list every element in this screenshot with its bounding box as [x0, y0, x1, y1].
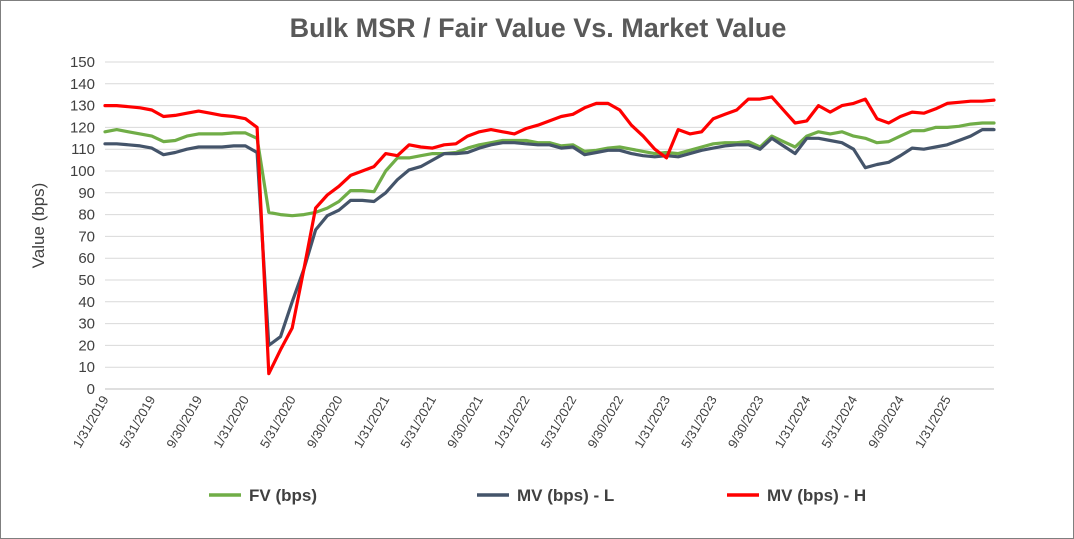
- x-tick-label: 1/31/2020: [210, 393, 252, 451]
- y-tick-label: 150: [70, 54, 95, 71]
- x-tick-label: 5/31/2021: [397, 393, 439, 451]
- x-tick-label: 1/31/2019: [70, 393, 112, 451]
- y-tick-label: 0: [87, 381, 95, 398]
- x-tick-label: 9/30/2023: [725, 393, 767, 451]
- y-tick-label: 90: [78, 185, 95, 202]
- y-tick-label: 140: [70, 76, 95, 93]
- y-axis-label: Value (bps): [29, 183, 48, 269]
- x-tick-label: 9/30/2024: [865, 393, 907, 451]
- y-tick-label: 60: [78, 250, 95, 267]
- legend-label-0: FV (bps): [249, 486, 317, 505]
- y-tick-label: 80: [78, 207, 95, 224]
- x-tick-label: 5/31/2024: [818, 393, 860, 451]
- y-tick-label: 20: [78, 337, 95, 354]
- x-tick-label: 1/31/2024: [772, 393, 814, 451]
- x-tick-label: 5/31/2023: [678, 393, 720, 451]
- y-tick-label: 110: [71, 141, 95, 158]
- y-tick-label: 130: [70, 98, 95, 115]
- x-tick-label: 5/31/2022: [538, 393, 580, 451]
- y-tick-label: 50: [78, 272, 95, 289]
- y-tick-label: 10: [78, 359, 95, 376]
- chart-title: Bulk MSR / Fair Value Vs. Market Value: [289, 13, 787, 43]
- x-tick-label: 1/31/2021: [350, 393, 392, 451]
- y-tick-label: 70: [78, 228, 95, 245]
- legend-label-1: MV (bps) - L: [517, 486, 614, 505]
- x-tick-label: 9/30/2021: [444, 393, 486, 451]
- x-tick-label: 5/31/2019: [116, 393, 158, 451]
- x-tick-label: 9/30/2020: [304, 393, 346, 451]
- x-tick-label: 1/31/2023: [631, 393, 673, 451]
- y-tick-label: 40: [78, 294, 95, 311]
- series-line-2: [103, 95, 996, 376]
- series-line-1: [103, 128, 996, 347]
- y-tick-label: 100: [70, 163, 95, 180]
- x-tick-label: 5/31/2020: [257, 393, 299, 451]
- y-tick-label: 30: [78, 316, 95, 333]
- x-tick-label: 1/31/2022: [491, 393, 533, 451]
- x-tick-label: 1/31/2025: [912, 393, 954, 451]
- x-tick-label: 9/30/2022: [584, 393, 626, 451]
- x-tick-label: 9/30/2019: [163, 393, 205, 451]
- legend-label-2: MV (bps) - H: [767, 486, 866, 505]
- series-line-0: [103, 121, 996, 218]
- y-tick-label: 120: [70, 119, 95, 136]
